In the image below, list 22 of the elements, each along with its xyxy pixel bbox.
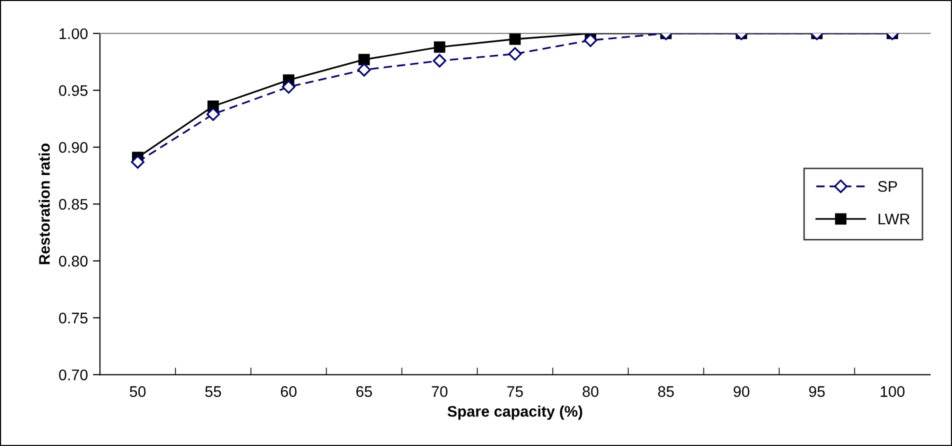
y-axis-title: Restoration ratio [38, 144, 50, 264]
x-tick-label: 75 [507, 386, 523, 397]
y-tick-label: 0.75 [59, 312, 88, 324]
legend-label: SP [878, 181, 897, 192]
x-tick-label: 70 [432, 386, 448, 397]
y-tick-label: 0.90 [59, 142, 88, 153]
x-tick-label: 90 [734, 386, 750, 397]
y-tick-label: 0.95 [59, 85, 88, 96]
x-tick-label: 95 [809, 386, 825, 397]
x-tick-label: 100 [880, 386, 905, 397]
x-tick-label: 80 [582, 386, 598, 397]
x-tick-label: 60 [280, 386, 297, 397]
y-tick-label: 0.70 [59, 370, 88, 380]
legend-label: LWR [878, 214, 910, 224]
x-tick-label: 50 [130, 386, 146, 397]
x-tick-label: 55 [205, 386, 222, 397]
x-tick-label: 65 [356, 386, 372, 397]
y-tick-label: 0.85 [59, 198, 88, 210]
y-tick-label: 0.80 [59, 256, 88, 267]
y-tick-label: 1.00 [60, 28, 88, 40]
x-tick-label: 85 [658, 386, 674, 397]
x-axis-title: Spare capacity (%) [448, 406, 582, 420]
